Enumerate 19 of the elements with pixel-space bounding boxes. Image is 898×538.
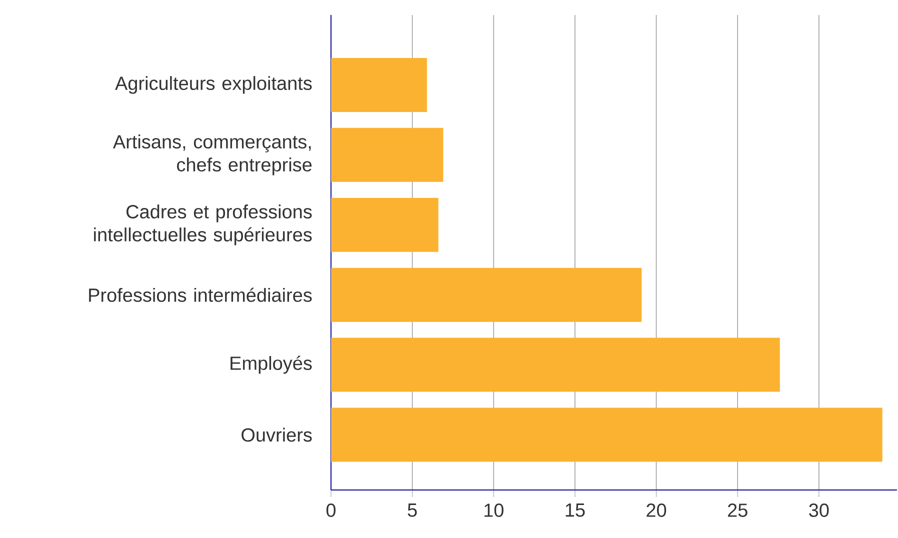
bar — [331, 198, 438, 252]
y-tick-label: Professions intermédiaires — [89, 288, 312, 302]
y-tick-label: Ouvriers — [242, 428, 312, 442]
x-tick-label: 0 — [326, 504, 336, 517]
x-tick-label: 10 — [484, 504, 504, 517]
bar — [331, 58, 427, 112]
y-tick-label: Agriculteurs exploitants — [115, 76, 312, 94]
x-tick-label: 15 — [566, 504, 585, 517]
x-tick-label: 5 — [408, 504, 417, 517]
y-tick-label: Artisans, commerçants, chefs entreprise — [112, 134, 312, 176]
bar — [331, 128, 444, 182]
bar — [331, 408, 882, 462]
bar — [331, 338, 780, 392]
x-tick-label: 25 — [728, 504, 748, 517]
x-tick-label: 30 — [809, 504, 829, 517]
y-tick-label: Employés — [230, 356, 312, 374]
x-tick-label: 20 — [646, 504, 666, 517]
bar — [331, 268, 642, 322]
y-tick-label: Cadres et professions intellectuelles supérieures — [94, 204, 312, 246]
